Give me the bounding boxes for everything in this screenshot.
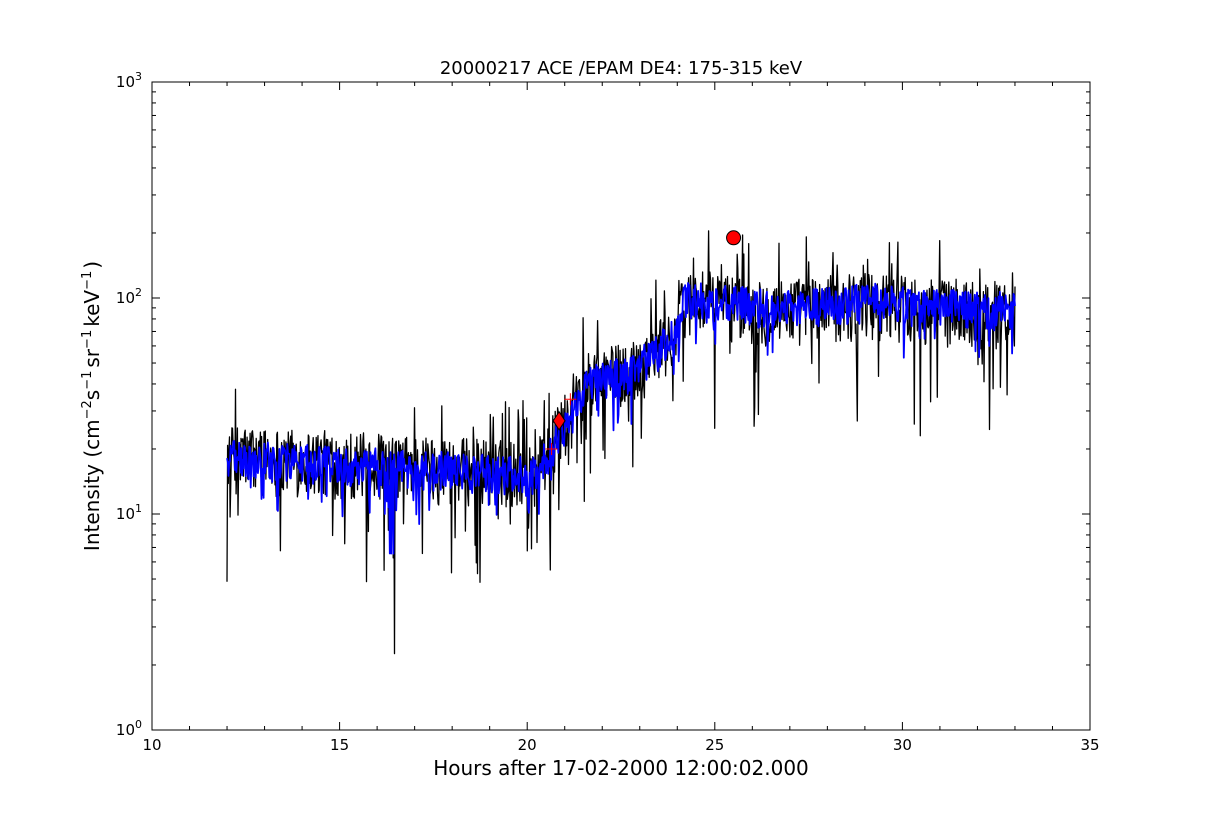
y-label-mid1: s xyxy=(80,390,104,400)
marker-layer xyxy=(545,230,742,455)
plus-marker xyxy=(564,393,577,406)
y-label-sup1: −2 xyxy=(80,400,95,419)
y-axis-label: Intensity (cm−2s−1sr−1keV−1) xyxy=(80,261,104,551)
x-tick-label: 25 xyxy=(705,736,724,754)
y-tick-exponent: 2 xyxy=(135,286,142,299)
series-layer xyxy=(226,230,1016,655)
y-tick-exponent: 3 xyxy=(135,70,142,83)
y-label-prefix: Intensity (cm xyxy=(80,419,104,551)
y-label-sup4: −1 xyxy=(80,271,95,290)
y-tick-exponent: 1 xyxy=(135,502,142,515)
x-tick-label: 35 xyxy=(1080,736,1099,754)
y-label-mid2: sr xyxy=(80,348,104,367)
y-label-suffix: ) xyxy=(80,261,104,269)
y-tick-base: 10 xyxy=(116,289,135,307)
y-label-sup3: −1 xyxy=(80,330,95,349)
y-label-mid3: keV xyxy=(80,290,104,327)
y-tick-label: 103 xyxy=(116,70,142,91)
x-tick-label: 15 xyxy=(330,736,349,754)
series-line-blue xyxy=(226,282,1016,555)
y-tick-label: 100 xyxy=(116,718,142,739)
x-tick-label: 30 xyxy=(893,736,912,754)
y-label-sup2: −1 xyxy=(80,371,95,390)
series-line-black xyxy=(226,230,1016,655)
plot-area-frame xyxy=(151,81,1091,731)
x-tick-label: 20 xyxy=(518,736,537,754)
y-tick-base: 10 xyxy=(116,505,135,523)
y-tick-exponent: 0 xyxy=(135,718,142,731)
x-tick-label: 10 xyxy=(142,736,161,754)
y-tick-label: 101 xyxy=(116,502,142,523)
chart-title: 20000217 ACE /EPAM DE4: 175-315 keV xyxy=(440,58,803,79)
diamond-marker xyxy=(552,410,566,431)
y-tick-label: 102 xyxy=(116,286,142,307)
x-axis-label: Hours after 17-02-2000 12:00:02.000 xyxy=(433,756,809,780)
y-tick-base: 10 xyxy=(116,73,135,91)
plus-marker xyxy=(545,442,558,455)
y-tick-base: 10 xyxy=(116,721,135,739)
circle-marker xyxy=(726,230,742,246)
